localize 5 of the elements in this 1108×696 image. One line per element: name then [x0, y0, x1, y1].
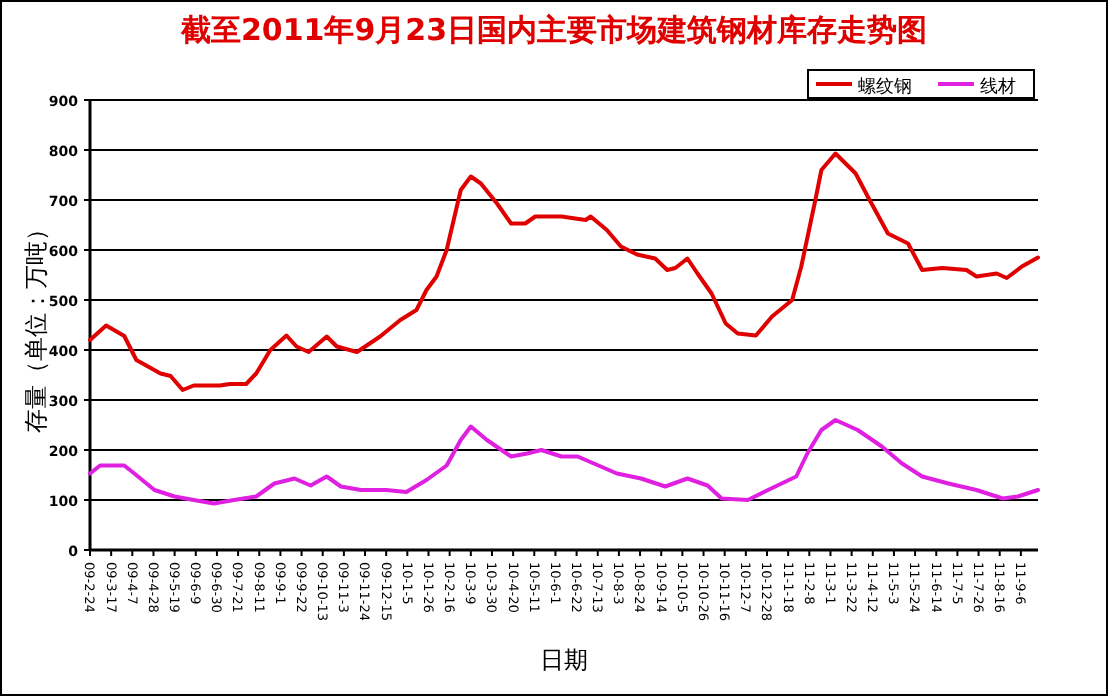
x-axis-title: 日期 — [540, 646, 588, 674]
chart-title: 截至2011年9月23日国内主要市场建筑钢材库存走势图 — [178, 12, 928, 48]
y-axis-title: 存量（单位：万吨） — [22, 217, 50, 433]
legend-label: 螺纹钢 — [858, 76, 912, 98]
legend-label: 线材 — [980, 76, 1016, 98]
